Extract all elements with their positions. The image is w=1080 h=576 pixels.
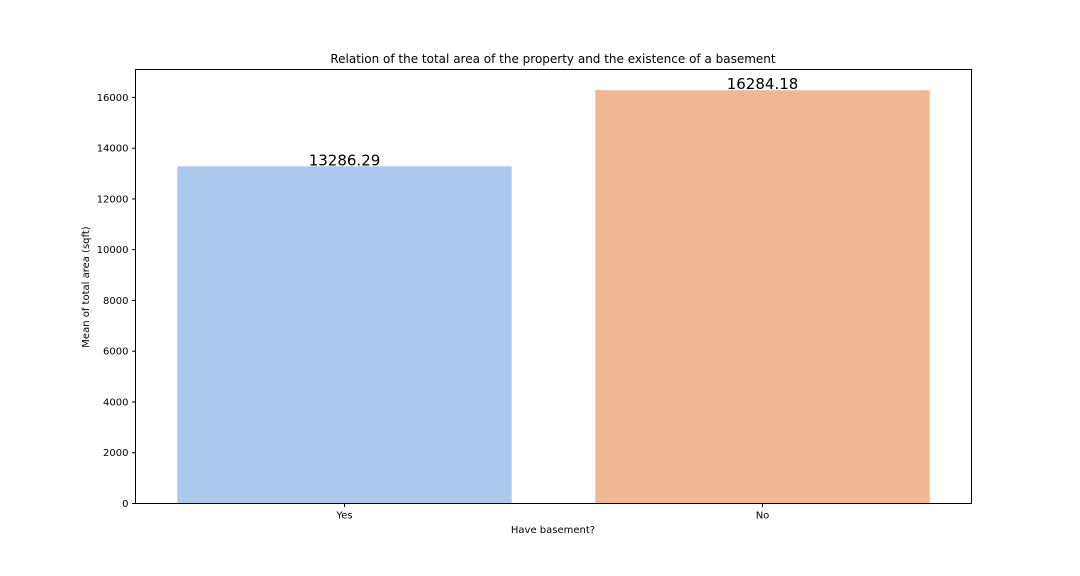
y-tick-label: 10000 bbox=[97, 245, 129, 256]
y-tick-label: 8000 bbox=[103, 296, 128, 307]
y-tick-label: 16000 bbox=[97, 93, 129, 104]
x-tick-label: No bbox=[756, 511, 770, 522]
y-axis: 0 2000 4000 6000 8000 10000 12000 14000 16000 bbox=[97, 93, 136, 510]
y-tick-label: 6000 bbox=[103, 347, 128, 358]
y-tick-label: 12000 bbox=[97, 194, 129, 205]
chart-title: Relation of the total area of the proper… bbox=[330, 52, 776, 66]
data-labels: 13286.29 16284.18 bbox=[309, 75, 799, 169]
plot-area-frame bbox=[135, 69, 972, 504]
y-tick-label: 4000 bbox=[103, 397, 128, 408]
y-tick-label: 0 bbox=[122, 499, 128, 510]
x-axis-label: Have basement? bbox=[511, 525, 595, 536]
y-axis-label: Mean of total area (sqft) bbox=[81, 226, 92, 347]
x-axis: Yes No bbox=[335, 503, 770, 522]
bars bbox=[177, 90, 930, 504]
x-tick-label: Yes bbox=[335, 511, 352, 522]
data-label-no: 16284.18 bbox=[727, 75, 799, 93]
bar-yes bbox=[177, 166, 512, 504]
bar-no bbox=[595, 90, 930, 504]
y-tick-label: 2000 bbox=[103, 448, 128, 459]
data-label-yes: 13286.29 bbox=[309, 151, 381, 169]
y-tick-label: 14000 bbox=[97, 144, 129, 155]
